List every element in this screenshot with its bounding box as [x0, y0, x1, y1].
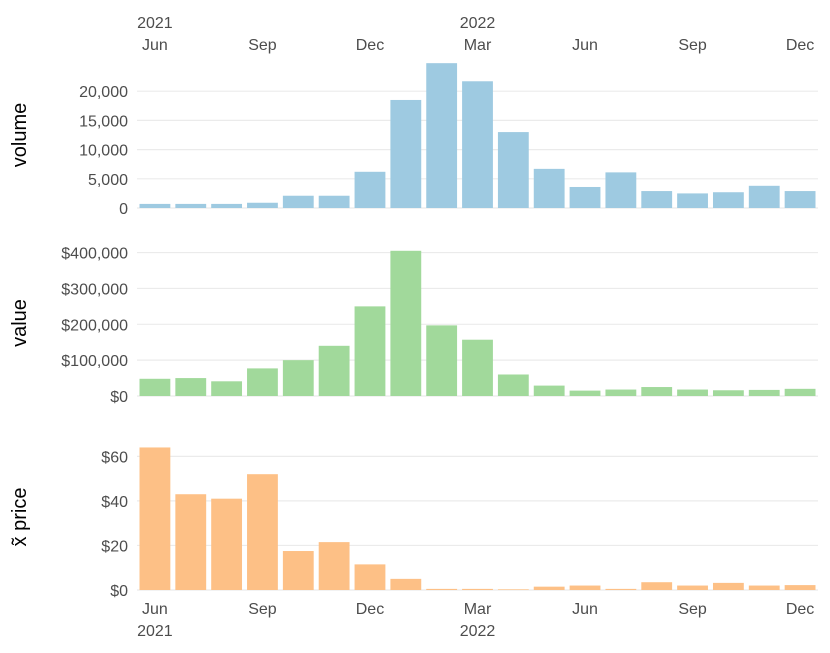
bar	[282, 551, 314, 590]
bar	[318, 345, 350, 396]
bar	[247, 202, 278, 208]
bar	[641, 387, 673, 396]
y-tick-label: $20	[101, 538, 128, 555]
bar	[748, 585, 780, 590]
bar	[175, 378, 207, 396]
bar	[390, 250, 422, 396]
x-tick-label: Mar	[464, 37, 492, 54]
bar	[784, 388, 816, 396]
bar	[605, 389, 637, 396]
x-year-label: 2021	[137, 15, 173, 32]
x-tick-label: Mar	[464, 601, 492, 618]
bar	[712, 192, 744, 208]
bar	[390, 578, 422, 590]
x-tick-label: Jun	[572, 37, 598, 54]
bar	[318, 195, 350, 208]
bar	[462, 339, 493, 396]
x-tick-label: Sep	[678, 37, 707, 54]
y-tick-label: $400,000	[61, 246, 128, 263]
x-tick-label: Jun	[572, 601, 598, 618]
bar	[247, 474, 278, 590]
bar	[677, 193, 708, 208]
bar	[426, 588, 458, 590]
bar	[318, 542, 350, 590]
bar	[211, 381, 243, 396]
x-year-label: 2022	[460, 15, 496, 32]
bar	[641, 191, 673, 208]
y-tick-label: $200,000	[61, 317, 128, 334]
bar	[641, 582, 673, 590]
x-year-label: 2021	[137, 623, 173, 640]
bar	[533, 586, 565, 590]
y-tick-label: 15,000	[79, 113, 128, 130]
bar	[282, 360, 314, 396]
y-tick-label: 5,000	[88, 172, 128, 189]
bar	[712, 582, 744, 590]
y-tick-label: $300,000	[61, 281, 128, 298]
bar	[139, 378, 171, 396]
bar	[784, 191, 816, 208]
bar	[426, 63, 458, 208]
bar	[354, 171, 386, 208]
y-tick-label: $40	[101, 494, 128, 511]
bar	[569, 186, 601, 208]
y-axis-title: value	[9, 299, 31, 347]
bar	[139, 447, 171, 590]
bar	[748, 389, 780, 396]
bar	[677, 585, 708, 590]
bar	[175, 203, 207, 208]
x-tick-label: Sep	[248, 37, 277, 54]
x-tick-label: Dec	[786, 601, 814, 618]
bar	[497, 132, 529, 208]
x-tick-label: Sep	[248, 601, 277, 618]
x-tick-label: Jun	[142, 601, 168, 618]
bar	[139, 203, 171, 208]
bar	[354, 564, 386, 590]
bar	[569, 585, 601, 590]
y-tick-label: $100,000	[61, 353, 128, 370]
bar	[462, 81, 493, 208]
x-tick-label: Dec	[786, 37, 814, 54]
y-tick-label: 20,000	[79, 84, 128, 101]
y-axis-title: volume	[9, 103, 31, 167]
bar	[354, 306, 386, 396]
y-tick-label: 10,000	[79, 143, 128, 160]
x-year-label: 2022	[460, 623, 496, 640]
bar	[533, 168, 565, 208]
bar	[677, 389, 708, 396]
bar	[462, 588, 493, 590]
bar	[748, 185, 780, 208]
x-tick-label: Dec	[356, 601, 384, 618]
bar	[784, 585, 816, 590]
bar	[426, 325, 458, 396]
x-tick-label: Dec	[356, 37, 384, 54]
bar	[247, 368, 278, 396]
bar	[569, 390, 601, 396]
bar	[211, 498, 243, 590]
bar	[175, 494, 207, 590]
bar	[605, 588, 637, 590]
x-tick-label: Jun	[142, 37, 168, 54]
bar	[533, 385, 565, 396]
bar	[497, 589, 529, 590]
y-tick-label: $0	[110, 389, 128, 406]
bar	[211, 203, 243, 208]
bar	[712, 390, 744, 396]
y-tick-label: $60	[101, 449, 128, 466]
bar	[390, 99, 422, 208]
bar	[497, 374, 529, 396]
x-tick-label: Sep	[678, 601, 707, 618]
bar	[605, 172, 637, 208]
y-axis-title: x̃ price	[9, 488, 31, 547]
bar	[282, 195, 314, 208]
y-tick-label: $0	[110, 583, 128, 600]
y-tick-label: 0	[119, 201, 128, 218]
